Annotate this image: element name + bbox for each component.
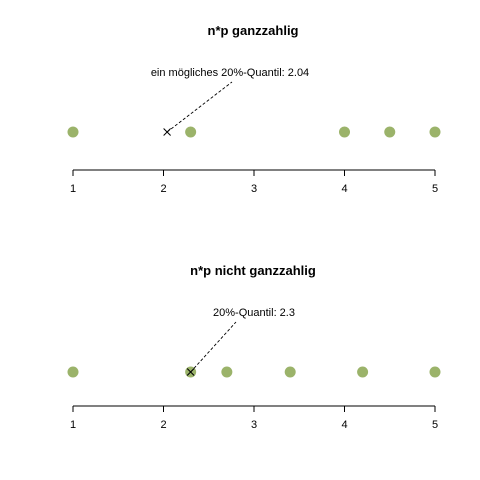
x-tick-label: 4: [341, 419, 347, 431]
data-point: [284, 366, 296, 378]
x-tick-label: 3: [251, 419, 257, 431]
chart-title: n*p ganzzahlig: [208, 23, 299, 38]
data-point: [67, 126, 79, 138]
data-point: [429, 126, 441, 138]
annotation-label: ein mögliches 20%-Quantil: 2.04: [151, 67, 309, 79]
data-point: [357, 366, 369, 378]
annotation-leader: [190, 321, 237, 373]
data-point: [67, 366, 79, 378]
x-tick-label: 3: [251, 183, 257, 195]
annotation-leader: [166, 81, 233, 133]
data-point: [339, 126, 350, 138]
data-point: [185, 126, 197, 138]
x-tick-label: 1: [70, 419, 76, 431]
x-tick-label: 1: [70, 183, 76, 195]
data-point: [429, 366, 441, 378]
x-tick-label: 5: [432, 183, 438, 195]
annotation-label: 20%-Quantil: 2.3: [213, 307, 295, 319]
x-tick-label: 2: [160, 183, 166, 195]
data-point: [384, 126, 396, 138]
x-tick-label: 2: [160, 419, 166, 431]
chart-title: n*p nicht ganzzahlig: [190, 263, 316, 278]
quantile-marker: [186, 368, 195, 376]
x-tick-label: 5: [432, 419, 438, 431]
x-tick-label: 4: [341, 183, 347, 195]
data-point: [221, 366, 233, 378]
quantile-marker: [163, 128, 171, 136]
